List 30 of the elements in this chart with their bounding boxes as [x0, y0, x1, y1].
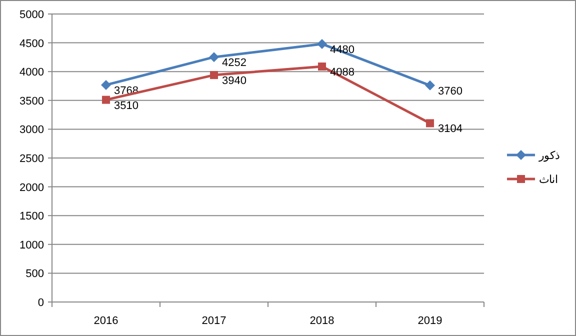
x-tick-label: 2016: [94, 315, 118, 327]
data-label: 3760: [438, 85, 462, 98]
point: [425, 80, 435, 90]
x-tick-label: 2018: [310, 315, 334, 327]
y-tick-label: 4500: [20, 38, 44, 50]
y-tick-label: 4000: [20, 66, 44, 79]
legend-label: ذكور: [538, 150, 560, 162]
data-label: 3940: [222, 75, 246, 88]
x-tick-label: 2019: [418, 315, 442, 327]
point: [318, 62, 326, 71]
point: [426, 119, 434, 128]
y-tick-label: 3500: [20, 95, 44, 108]
y-tick-label: 0: [38, 297, 44, 309]
y-tick-label: 1500: [20, 210, 44, 223]
legend-label: اناث: [539, 174, 558, 186]
point: [317, 38, 327, 49]
y-tick-label: 3000: [20, 124, 44, 136]
data-label: 4252: [222, 57, 246, 70]
data-label: 3510: [114, 100, 138, 112]
point: [209, 52, 219, 62]
y-tick-label: 2500: [20, 153, 44, 165]
y-tick-label: 5000: [20, 9, 44, 21]
point: [101, 80, 111, 90]
point: [102, 96, 110, 104]
point: [210, 71, 218, 80]
y-tick-label: 1000: [20, 239, 44, 252]
y-tick-label: 2000: [20, 182, 44, 194]
data-label: 3104: [438, 123, 462, 136]
x-tick-label: 2017: [202, 315, 226, 327]
y-tick-label: 500: [26, 268, 44, 280]
